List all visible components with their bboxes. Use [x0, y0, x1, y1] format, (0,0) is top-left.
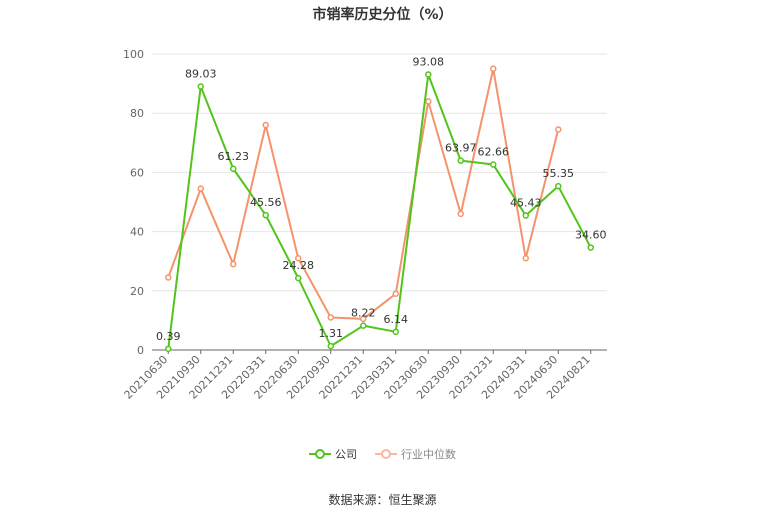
data-label: 1.31 [319, 327, 344, 340]
chart-legend: 公司 行业中位数 [0, 446, 765, 462]
legend-item-company[interactable]: 公司 [309, 446, 357, 462]
data-point-company [392, 328, 399, 336]
data-point-company [165, 345, 172, 353]
data-point-industry-median [522, 254, 529, 262]
data-label: 45.43 [510, 197, 542, 210]
data-point-company [490, 161, 497, 168]
line-chart: 0204060801002021063020210930202112312022… [122, 48, 607, 402]
legend-swatch-industry-median [375, 447, 397, 461]
data-label: 45.56 [250, 196, 282, 209]
data-label: 62.66 [478, 146, 510, 159]
data-point-industry-median [555, 126, 562, 133]
y-tick-label: 20 [130, 285, 144, 298]
data-point-industry-median [392, 290, 399, 298]
data-point-company [587, 244, 594, 251]
data-point-industry-median [360, 315, 367, 323]
data-label: 34.60 [575, 229, 607, 242]
y-tick-label: 80 [130, 107, 144, 120]
legend-label-company: 公司 [335, 448, 357, 461]
data-point-company [457, 157, 464, 164]
data-point-industry-median [197, 185, 204, 192]
y-tick-label: 0 [137, 344, 144, 357]
data-point-industry-median [230, 260, 237, 268]
data-label: 63.97 [445, 142, 477, 155]
y-tick-label: 60 [130, 166, 144, 179]
data-point-industry-median [425, 98, 432, 105]
data-point-industry-median [490, 65, 497, 73]
data-point-industry-median [165, 274, 172, 281]
data-point-industry-median [295, 254, 302, 262]
data-source: 数据来源：恒生聚源 [328, 493, 437, 507]
data-label: 93.08 [413, 55, 445, 68]
data-point-industry-median [262, 121, 269, 129]
data-label: 89.03 [185, 67, 217, 80]
data-point-industry-median [327, 314, 334, 321]
data-point-company [197, 83, 204, 90]
data-point-company [230, 165, 237, 173]
data-point-company [425, 71, 432, 78]
legend-swatch-company [309, 447, 331, 461]
data-point-company [522, 212, 529, 219]
data-point-company [262, 211, 269, 219]
data-point-company [555, 182, 562, 190]
data-label: 8.22 [351, 307, 376, 320]
data-point-company [295, 274, 302, 282]
data-label: 0.39 [156, 330, 181, 343]
data-label: 55.35 [543, 167, 575, 180]
legend-item-industry-median[interactable]: 行业中位数 [375, 446, 456, 462]
data-point-company [327, 342, 334, 350]
chart-title: 市销率历史分位（%） [312, 7, 453, 23]
data-label: 61.23 [218, 150, 250, 163]
legend-label-industry-median: 行业中位数 [401, 448, 456, 461]
y-tick-label: 100 [123, 48, 144, 61]
data-label: 6.14 [384, 313, 409, 326]
y-tick-label: 40 [130, 226, 144, 239]
series-line-industry-median [167, 67, 560, 320]
data-point-company [360, 322, 367, 329]
data-label: 24.28 [283, 259, 315, 272]
series-line-company [167, 73, 592, 349]
data-point-industry-median [457, 210, 464, 218]
